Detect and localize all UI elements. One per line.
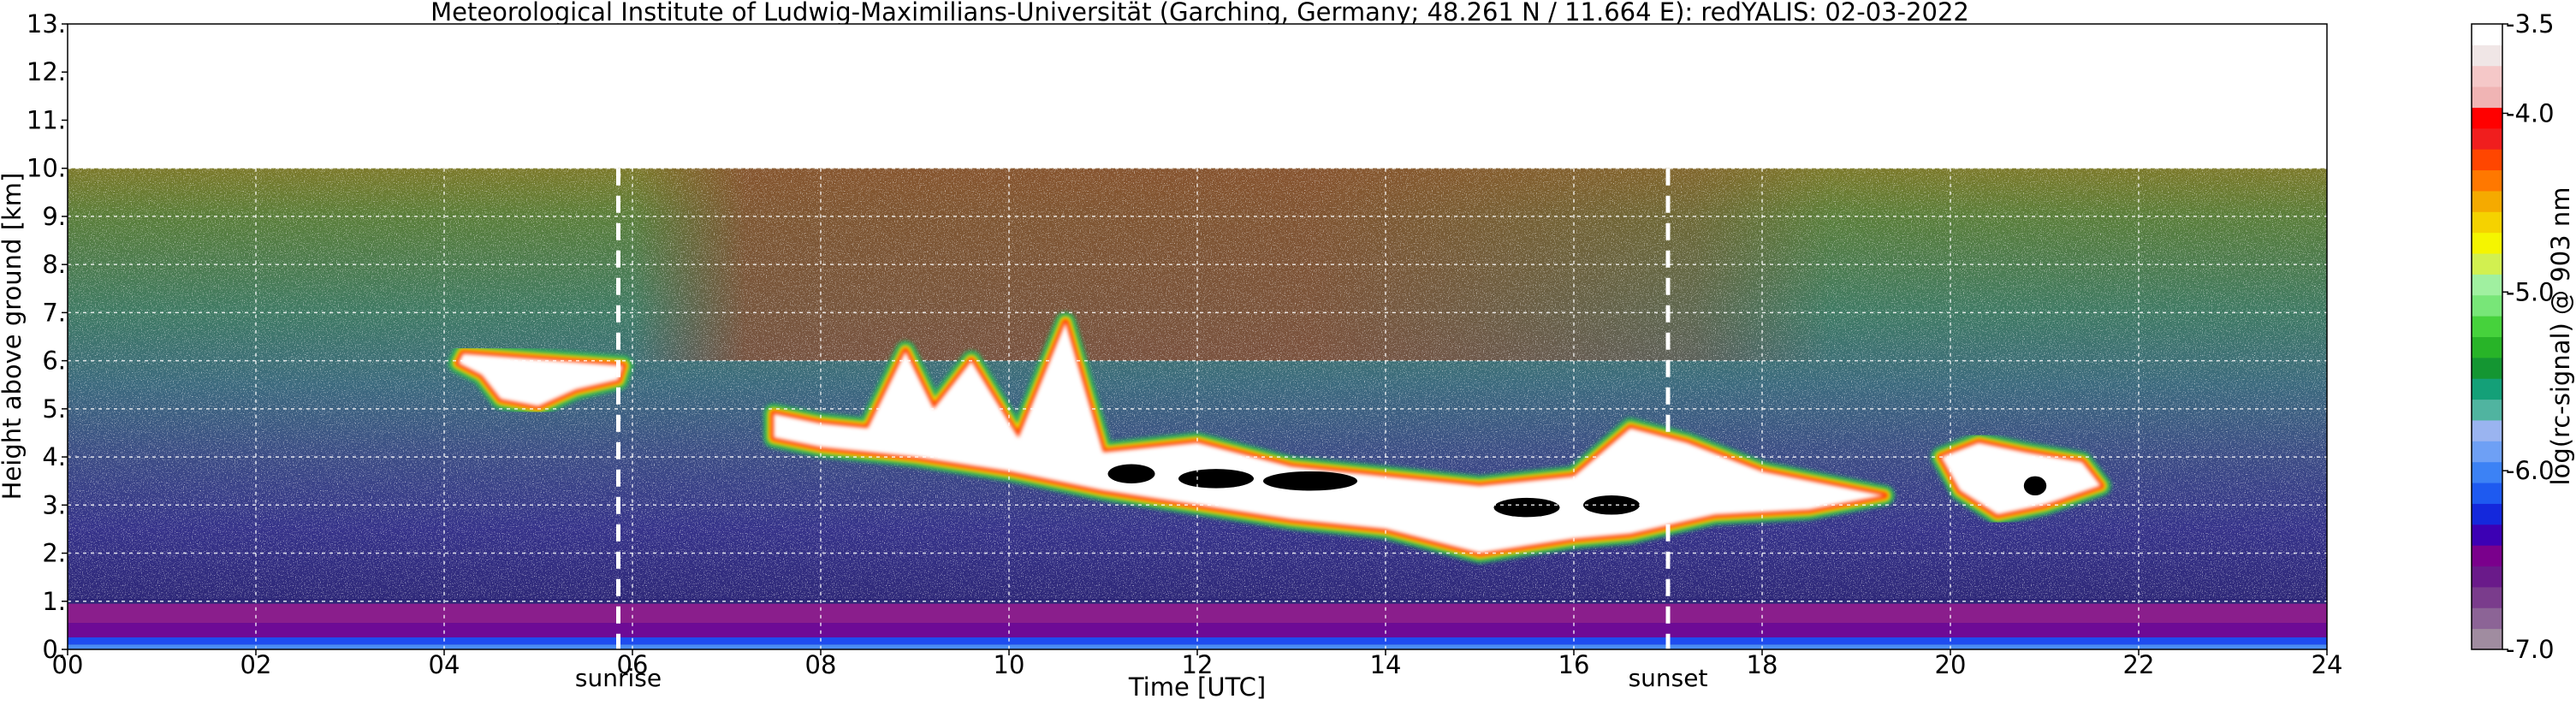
chart-title: Meteorological Institute of Ludwig-Maxim… (430, 0, 1969, 27)
colorbar-segment (2472, 24, 2502, 45)
colorbar-segment (2472, 441, 2502, 463)
y-tick-label: 12. (27, 57, 66, 86)
colorbar (2472, 24, 2502, 650)
colorbar-tick-label: -3.5 (2506, 9, 2555, 39)
sun-markers: sunrise sunset (575, 168, 1708, 692)
y-tick-label: 4. (42, 442, 66, 471)
colorbar-segment (2472, 545, 2502, 567)
x-tick-label: 14 (1370, 650, 1402, 679)
boundary-layer-mid (68, 623, 2327, 637)
colorbar-label: log(rc-signal) @ 903 nm (2546, 187, 2575, 486)
colorbar-segment (2472, 65, 2502, 87)
x-axis-ticks: 00 02 04 06 08 10 12 14 16 18 20 22 24 (52, 649, 2343, 679)
x-tick-label: 06 (617, 650, 649, 679)
colorbar-segment (2472, 253, 2502, 275)
cloud-core (1107, 464, 1155, 484)
colorbar-segment (2472, 566, 2502, 588)
colorbar-segment (2472, 628, 2502, 650)
colorbar-segment (2472, 149, 2502, 171)
boundary-layer-upper (68, 603, 2327, 624)
y-axis-label: Height above ground [km] (0, 173, 27, 501)
y-tick-label: 11. (27, 105, 66, 134)
y-tick-label: 3. (42, 490, 66, 519)
colorbar-segment (2472, 419, 2502, 441)
y-tick-label: 2. (42, 539, 66, 568)
y-tick-label: 13. (27, 9, 66, 39)
cloud-core (1583, 495, 1640, 515)
sunset-label: sunset (1629, 664, 1708, 692)
y-tick-label: 0. (42, 635, 66, 664)
colorbar-segment (2472, 378, 2502, 400)
colorbar-segment (2472, 461, 2502, 483)
cloud-core (1263, 471, 1357, 491)
cloud-core (2023, 476, 2047, 496)
y-tick-label: 6. (42, 347, 66, 376)
x-tick-label: 22 (2123, 650, 2155, 679)
colorbar-tick-label: -7.0 (2506, 635, 2555, 664)
colorbar-segment (2472, 399, 2502, 421)
cloud-cores (1107, 464, 2047, 518)
x-tick-label: 10 (994, 650, 1025, 679)
y-tick-label: 5. (42, 394, 66, 424)
colorbar-segment (2472, 294, 2502, 317)
x-tick-label: 24 (2312, 650, 2343, 679)
sunrise-label: sunrise (575, 664, 662, 692)
x-tick-label: 00 (52, 650, 84, 679)
cloud-early-cloud-layer (448, 343, 633, 417)
colorbar-tick-label: -6.0 (2506, 456, 2555, 485)
cloud-core (1178, 469, 1254, 489)
colorbar-segment (2472, 524, 2502, 546)
grid-lines (68, 167, 2327, 649)
colorbar-frame (2471, 23, 2503, 650)
cloud-evening-cloud (1931, 432, 2111, 525)
x-tick-label: 02 (240, 650, 272, 679)
y-tick-label: 10. (27, 154, 66, 183)
colorbar-segment (2472, 274, 2502, 296)
colorbar-segment (2472, 169, 2502, 192)
x-tick-label: 18 (1747, 650, 1778, 679)
y-tick-label: 1. (42, 587, 66, 616)
colorbar-segment (2472, 483, 2502, 504)
colorbar-segment (2472, 232, 2502, 254)
colorbar-segment (2472, 107, 2502, 129)
x-tick-label: 04 (429, 650, 460, 679)
colorbar-tick-label: -4.0 (2506, 98, 2555, 127)
colorbar-segment (2472, 44, 2502, 67)
colorbar-segment (2472, 607, 2502, 630)
colorbar-segment (2472, 336, 2502, 358)
x-tick-label: 12 (1182, 650, 1214, 679)
colorbar-segment (2472, 357, 2502, 379)
colorbar-segment (2472, 211, 2502, 234)
colorbar-segment (2472, 503, 2502, 525)
colorbar-tick-label: -5.0 (2506, 277, 2555, 306)
y-tick-label: 9. (42, 202, 66, 231)
x-tick-label: 20 (1935, 650, 1967, 679)
colorbar-segment (2472, 86, 2502, 108)
colorbar-segment (2472, 190, 2502, 212)
y-tick-label: 8. (42, 250, 66, 279)
colorbar-segment (2472, 586, 2502, 608)
cloud-core (1493, 497, 1560, 518)
y-tick-label: 7. (42, 298, 66, 327)
y-axis-ticks: 0. 1. 2. 3. 4. 5. 6. 7. 8. 9. 10. 11. 12. 13. (27, 9, 68, 664)
x-axis-label: Time [UTC] (1128, 672, 1266, 702)
colorbar-segment (2472, 316, 2502, 337)
colorbar-segment (2472, 127, 2502, 150)
colorbar-ticks: -7.0 -6.0 -5.0 -4.0 -3.5 (2502, 9, 2555, 664)
x-tick-label: 16 (1558, 650, 1590, 679)
x-tick-label: 08 (805, 650, 837, 679)
